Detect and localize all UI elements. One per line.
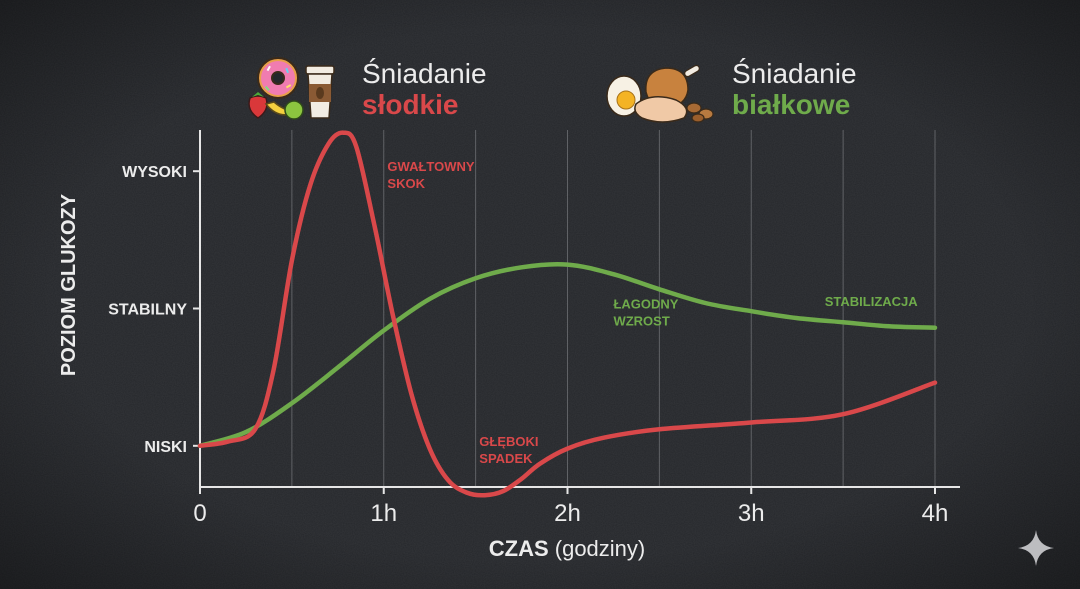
legend-protein-line1: Śniadanie <box>732 58 857 89</box>
x-axis-title: CZAS (godziny) <box>489 536 645 561</box>
annotation-label: WZROST <box>613 314 669 329</box>
y-axis-title: POZIOM GLUKOZY <box>58 193 80 376</box>
x-tick-label: 4h <box>922 500 949 527</box>
series-line-protein <box>197 261 938 449</box>
sweet-breakfast-icon <box>248 57 335 120</box>
legend-sweet: Śniadanie słodkie <box>362 58 487 120</box>
legend-sweet-line1: Śniadanie <box>362 58 487 89</box>
y-tick-label: NISKI <box>144 439 187 456</box>
annotation-label: ŁAGODNY <box>613 297 678 312</box>
annotation-label: SKOK <box>387 176 425 191</box>
legend-protein-line2: białkowe <box>732 89 851 120</box>
x-tick-label: 1h <box>370 500 397 527</box>
x-axis-title-main: CZAS <box>489 536 549 561</box>
legend-sweet-line2: słodkie <box>362 89 459 120</box>
x-axis-title-unit: (godziny) <box>549 536 646 561</box>
annotation-label: SPADEK <box>479 451 533 466</box>
annotation-label: STABILIZACJA <box>825 294 919 309</box>
annotation-label: GWAŁTOWNY <box>387 159 474 174</box>
series-line-sweet <box>197 130 938 498</box>
legend-protein: Śniadanie białkowe <box>732 58 857 120</box>
sparkle-icon <box>1018 530 1054 566</box>
annotation-label: GŁĘBOKI <box>479 434 538 449</box>
x-tick-label: 3h <box>738 500 765 527</box>
y-tick-label: STABILNY <box>108 302 187 319</box>
protein-breakfast-icon <box>606 64 714 123</box>
x-tick-label: 0 <box>193 500 206 527</box>
y-tick-label: WYSOKI <box>122 164 187 181</box>
x-tick-label: 2h <box>554 500 581 527</box>
